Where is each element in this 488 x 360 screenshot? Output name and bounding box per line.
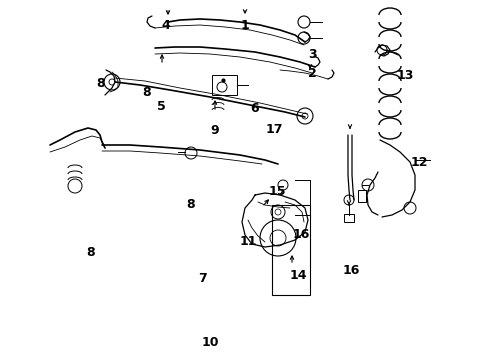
Bar (212, 75, 237, 95)
Text: 13: 13 (395, 69, 413, 82)
Text: 16: 16 (342, 264, 359, 277)
Text: 10: 10 (201, 336, 219, 349)
Text: 5: 5 (157, 100, 165, 113)
Text: 12: 12 (410, 156, 427, 169)
Text: 8: 8 (86, 246, 95, 259)
Text: 11: 11 (239, 235, 257, 248)
Text: 14: 14 (289, 269, 306, 282)
Text: 7: 7 (198, 273, 207, 285)
Text: 1: 1 (240, 19, 248, 32)
Bar (271, 205, 309, 295)
Text: 17: 17 (264, 123, 282, 136)
Text: 9: 9 (210, 124, 219, 137)
Text: 3: 3 (307, 48, 316, 61)
Text: 8: 8 (142, 86, 150, 99)
Text: 15: 15 (268, 185, 286, 198)
Bar (357, 190, 365, 202)
Text: 4: 4 (162, 19, 170, 32)
Text: 2: 2 (307, 67, 316, 80)
Text: 8: 8 (186, 198, 195, 211)
Text: 8: 8 (96, 77, 104, 90)
Text: 16: 16 (292, 228, 309, 241)
Bar (343, 214, 353, 222)
Text: 6: 6 (249, 102, 258, 114)
